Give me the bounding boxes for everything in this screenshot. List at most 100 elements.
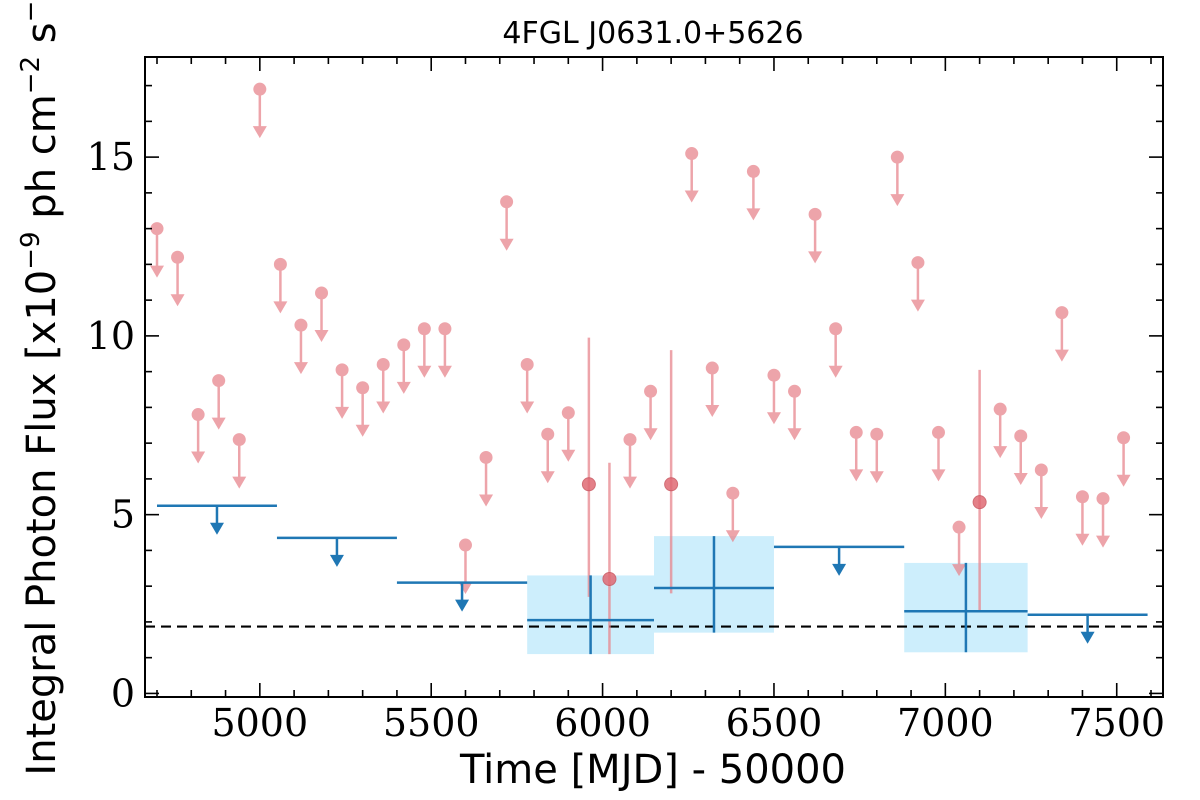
long-bin-upper-limit xyxy=(773,545,905,576)
y-tick-label: 5 xyxy=(111,493,135,537)
short-bin-upper-limit-marker xyxy=(644,384,658,398)
plot-area xyxy=(145,82,1163,655)
short-bin-upper-limit-arrowhead xyxy=(170,294,185,307)
short-bin-upper-limit-arrowhead xyxy=(1034,506,1049,519)
short-bin-series xyxy=(149,82,1131,655)
short-bin-upper-limit-arrowhead xyxy=(931,469,946,482)
chart-title: 4FGL J0631.0+5626 xyxy=(502,16,803,51)
short-bin-upper-limit-arrowhead xyxy=(952,564,967,577)
short-bin-upper-limit-arrowhead xyxy=(232,476,247,489)
short-bin-upper-limit-marker xyxy=(191,408,205,422)
short-bin-upper-limit xyxy=(828,322,843,378)
short-bin-upper-limit xyxy=(396,338,411,394)
short-bin-upper-limit-marker xyxy=(726,486,740,500)
short-bin-detection-marker xyxy=(972,495,987,510)
short-bin-upper-limit-marker xyxy=(520,357,534,371)
long-bin-upper-limit-arrowhead xyxy=(455,599,470,612)
short-bin-upper-limit-marker xyxy=(952,520,966,534)
short-bin-upper-limit-marker xyxy=(1096,492,1110,506)
short-bin-upper-limit xyxy=(766,368,781,425)
short-bin-upper-limit-arrowhead xyxy=(520,401,535,414)
short-bin-upper-limit-marker xyxy=(767,368,781,382)
short-bin-upper-limit xyxy=(1096,492,1111,548)
short-bin-upper-limit xyxy=(993,402,1008,459)
short-bin-upper-limit-arrowhead xyxy=(993,446,1008,459)
short-bin-upper-limit-marker xyxy=(561,406,575,420)
short-bin-upper-limit-marker xyxy=(623,433,637,447)
long-bin-upper-limit xyxy=(1027,613,1148,644)
short-bin-upper-limit-marker xyxy=(890,150,904,164)
short-bin-upper-limit xyxy=(355,381,370,437)
short-bin-upper-limit xyxy=(746,164,761,221)
short-bin-upper-limit-marker xyxy=(479,450,493,464)
error-bands xyxy=(527,536,1028,655)
long-bin-upper-limit-arrowhead xyxy=(329,554,344,567)
short-bin-upper-limit xyxy=(479,450,494,507)
short-bin-upper-limit-arrowhead xyxy=(910,299,925,312)
short-bin-upper-limit-marker xyxy=(1055,306,1069,320)
short-bin-upper-limit-arrowhead xyxy=(561,449,576,462)
short-bin-upper-limit-marker xyxy=(1034,463,1048,477)
short-bin-upper-limit xyxy=(1013,429,1028,485)
short-bin-upper-limit xyxy=(376,357,391,414)
x-axis-label: Time [MJD] - 50000 xyxy=(459,747,846,793)
short-bin-upper-limit-arrowhead xyxy=(293,362,308,375)
short-bin-upper-limit xyxy=(1054,306,1069,362)
short-bin-upper-limit-marker xyxy=(1014,429,1028,443)
plot-frame xyxy=(144,56,1164,698)
short-bin-upper-limit-arrowhead xyxy=(1013,472,1028,485)
long-bin-upper-limit-arrowhead xyxy=(1080,631,1095,644)
short-bin-upper-limit-arrowhead xyxy=(1116,474,1131,487)
short-bin-upper-limit xyxy=(931,425,946,482)
short-bin-upper-limit-marker xyxy=(171,250,185,264)
short-bin-upper-limit-marker xyxy=(1075,490,1089,504)
y-axis-label: Integral Photon Flux [x10−9 ph cm−2 s−1] xyxy=(16,0,65,776)
short-bin-upper-limit-marker xyxy=(458,538,472,552)
short-bin-upper-limit xyxy=(520,357,535,414)
short-bin-upper-limit-arrowhead xyxy=(746,208,761,221)
short-bin-upper-limit xyxy=(849,425,864,482)
short-bin-upper-limit-marker xyxy=(500,195,514,209)
short-bin-upper-limit-arrowhead xyxy=(1075,533,1090,546)
short-bin-upper-limit-marker xyxy=(335,363,349,377)
short-bin-upper-limit-arrowhead xyxy=(849,469,864,482)
short-bin-upper-limit-arrowhead xyxy=(1096,535,1111,548)
long-bin-detection xyxy=(654,536,774,633)
short-bin-upper-limit-arrowhead xyxy=(191,451,206,464)
short-bin-upper-limit xyxy=(335,363,350,419)
long-bin-upper-limit xyxy=(276,536,397,567)
short-bin-upper-limit-arrowhead xyxy=(149,265,164,278)
short-bin-upper-limit-marker xyxy=(911,256,925,270)
short-bin-upper-limit-arrowhead xyxy=(376,401,391,414)
x-tick-label: 5000 xyxy=(211,701,308,745)
short-bin-detection xyxy=(602,462,617,655)
long-bin-upper-limit xyxy=(396,581,528,612)
short-bin-upper-limit xyxy=(170,250,185,307)
short-bin-upper-limit-arrowhead xyxy=(623,476,638,489)
short-bin-detection xyxy=(581,337,596,597)
short-bin-upper-limit-arrowhead xyxy=(1054,349,1069,362)
short-bin-upper-limit-marker xyxy=(808,207,822,221)
short-bin-upper-limit-marker xyxy=(849,425,863,439)
short-bin-upper-limit-marker xyxy=(788,384,802,398)
short-bin-upper-limit-arrowhead xyxy=(211,417,226,430)
short-bin-upper-limit-arrowhead xyxy=(705,405,720,418)
short-bin-upper-limit xyxy=(705,361,720,418)
short-bin-upper-limit-marker xyxy=(746,164,760,178)
short-bin-upper-limit-marker xyxy=(870,427,884,441)
long-bin-detection xyxy=(527,575,654,655)
short-bin-upper-limit xyxy=(314,286,329,342)
short-bin-detection-marker xyxy=(664,477,679,492)
x-tick-label: 6500 xyxy=(726,701,823,745)
x-tick-label: 7000 xyxy=(897,701,994,745)
x-tick-label: 5500 xyxy=(383,701,480,745)
short-bin-upper-limit xyxy=(499,195,514,251)
short-bin-upper-limit-marker xyxy=(705,361,719,375)
long-bin-detection xyxy=(904,562,1028,653)
short-bin-upper-limit-arrowhead xyxy=(417,365,432,378)
short-bin-upper-limit-marker xyxy=(685,147,699,161)
short-bin-upper-limit xyxy=(1116,431,1131,487)
short-bin-upper-limit-marker xyxy=(931,425,945,439)
short-bin-upper-limit-marker xyxy=(376,357,390,371)
